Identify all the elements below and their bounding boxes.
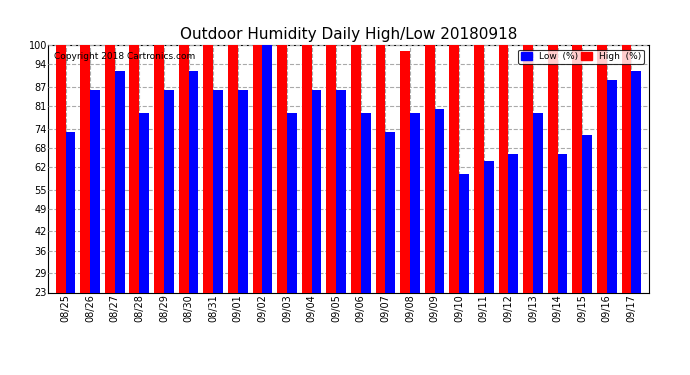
- Bar: [582, 135, 592, 292]
- Bar: [139, 112, 149, 292]
- Bar: [130, 0, 139, 292]
- Bar: [572, 0, 582, 292]
- Bar: [435, 109, 444, 292]
- Bar: [302, 0, 312, 292]
- Title: Outdoor Humidity Daily High/Low 20180918: Outdoor Humidity Daily High/Low 20180918: [180, 27, 517, 42]
- Bar: [213, 90, 223, 292]
- Bar: [498, 0, 509, 292]
- Bar: [277, 0, 287, 292]
- Bar: [105, 0, 115, 292]
- Bar: [523, 0, 533, 292]
- Text: Copyright 2018 Cartronics.com: Copyright 2018 Cartronics.com: [55, 53, 195, 62]
- Bar: [533, 112, 543, 292]
- Bar: [474, 0, 484, 292]
- Bar: [90, 90, 100, 292]
- Bar: [597, 0, 607, 292]
- Bar: [548, 0, 558, 292]
- Bar: [204, 0, 213, 292]
- Bar: [509, 154, 518, 292]
- Bar: [484, 161, 493, 292]
- Bar: [228, 0, 238, 292]
- Bar: [56, 0, 66, 292]
- Bar: [188, 71, 199, 292]
- Bar: [459, 174, 469, 292]
- Bar: [375, 0, 385, 292]
- Bar: [449, 0, 459, 292]
- Bar: [622, 0, 631, 292]
- Bar: [400, 51, 410, 292]
- Bar: [410, 112, 420, 292]
- Bar: [607, 80, 617, 292]
- Bar: [287, 112, 297, 292]
- Bar: [385, 132, 395, 292]
- Bar: [80, 0, 90, 292]
- Bar: [179, 0, 188, 292]
- Bar: [631, 71, 641, 292]
- Bar: [312, 90, 322, 292]
- Bar: [336, 90, 346, 292]
- Bar: [253, 0, 262, 292]
- Bar: [351, 26, 361, 293]
- Bar: [326, 0, 336, 292]
- Bar: [164, 90, 174, 292]
- Bar: [558, 154, 567, 292]
- Legend: Low  (%), High  (%): Low (%), High (%): [518, 50, 644, 64]
- Bar: [238, 90, 248, 292]
- Bar: [115, 71, 125, 292]
- Bar: [425, 0, 435, 292]
- Bar: [361, 112, 371, 292]
- Bar: [262, 0, 272, 292]
- Bar: [154, 0, 164, 292]
- Bar: [66, 132, 75, 292]
